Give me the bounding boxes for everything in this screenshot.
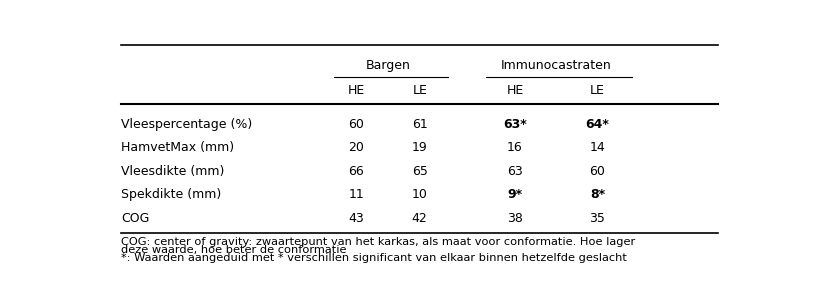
Text: 60: 60 (590, 165, 605, 178)
Text: 38: 38 (507, 212, 523, 225)
Text: HE: HE (347, 84, 365, 97)
Text: HamvetMax (mm): HamvetMax (mm) (121, 141, 234, 154)
Text: 10: 10 (412, 188, 428, 201)
Text: 14: 14 (590, 141, 605, 154)
Text: 63*: 63* (503, 119, 527, 131)
Text: LE: LE (412, 84, 428, 97)
Text: LE: LE (590, 84, 605, 97)
Text: HE: HE (506, 84, 523, 97)
Text: 35: 35 (590, 212, 605, 225)
Text: COG: COG (121, 212, 150, 225)
Text: Vleespercentage (%): Vleespercentage (%) (121, 119, 253, 131)
Text: Bargen: Bargen (365, 59, 410, 72)
Text: *: Waarden aangeduid met * verschillen significant van elkaar binnen hetzelfde g: *: Waarden aangeduid met * verschillen s… (121, 253, 627, 263)
Text: 16: 16 (507, 141, 523, 154)
Text: Immunocastraten: Immunocastraten (501, 59, 612, 72)
Text: COG: center of gravity: zwaartepunt van het karkas, als maat voor conformatie. H: COG: center of gravity: zwaartepunt van … (121, 237, 636, 247)
Text: 9*: 9* (508, 188, 523, 201)
Text: 63: 63 (507, 165, 523, 178)
Text: 60: 60 (348, 119, 364, 131)
Text: Spekdikte (mm): Spekdikte (mm) (121, 188, 222, 201)
Text: 64*: 64* (586, 119, 609, 131)
Text: 8*: 8* (590, 188, 605, 201)
Text: 11: 11 (348, 188, 364, 201)
Text: 61: 61 (412, 119, 428, 131)
Text: deze waarde, hoe beter de conformatie: deze waarde, hoe beter de conformatie (121, 246, 347, 256)
Text: 66: 66 (348, 165, 364, 178)
Text: 19: 19 (412, 141, 428, 154)
Text: Vleesdikte (mm): Vleesdikte (mm) (121, 165, 224, 178)
Text: 42: 42 (412, 212, 428, 225)
Text: 65: 65 (412, 165, 428, 178)
Text: 43: 43 (348, 212, 364, 225)
Text: 20: 20 (348, 141, 364, 154)
